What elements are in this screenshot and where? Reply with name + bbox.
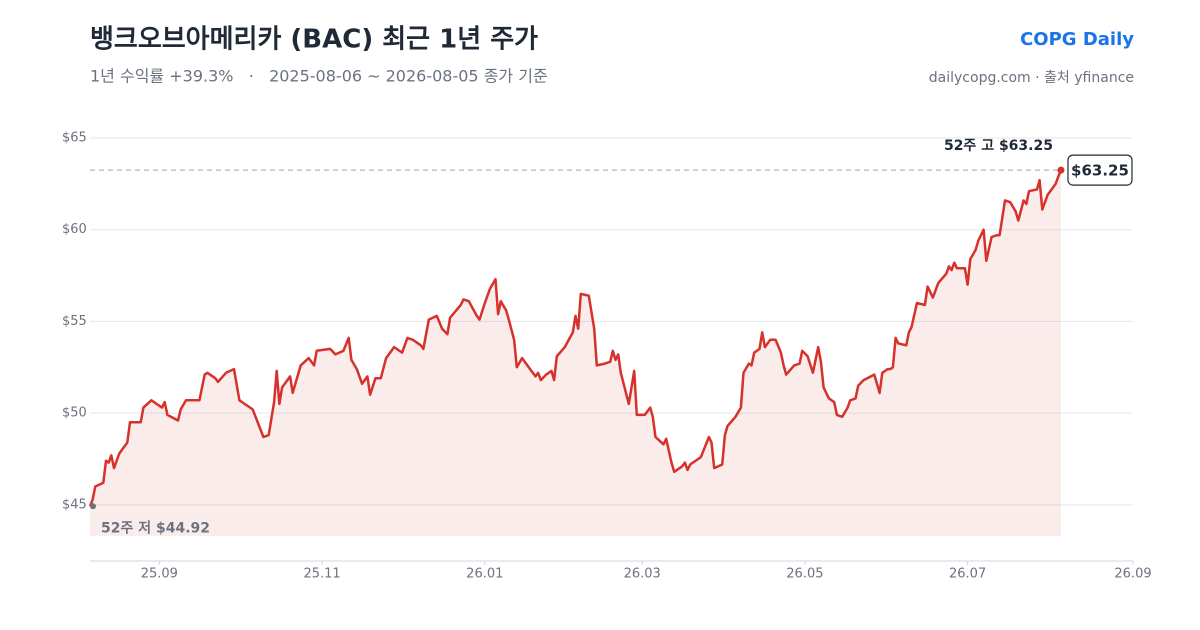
- low-point: [90, 503, 96, 510]
- y-tick-label: $65: [62, 131, 87, 146]
- price-line: [88, 169, 1063, 507]
- low-label: 52주 저 $44.92: [101, 520, 210, 536]
- x-tick-label: 26.01: [466, 567, 503, 582]
- x-tick-label: 26.07: [949, 567, 986, 582]
- chart-subtitle: 1년 수익률 +39.3% · 2025-08-06 ~ 2026-08-05 …: [90, 67, 548, 86]
- source: dailycopg.com · 출처 yfinance: [929, 70, 1134, 86]
- x-tick-label: 26.05: [786, 567, 823, 582]
- x-tick-label: 25.11: [303, 567, 340, 582]
- high-badge-box: [1067, 154, 1133, 186]
- high-label: 52주 고 $63.25: [944, 138, 1053, 154]
- x-tick-label: 26.03: [624, 567, 661, 582]
- y-tick-label: $55: [62, 314, 87, 329]
- area: [90, 170, 1061, 536]
- brand: COPG Daily: [1020, 29, 1134, 50]
- chart-title: 뱅크오브아메리카 (BAC) 최근 1년 주가: [90, 25, 538, 55]
- x-tick-label: 25.09: [141, 567, 178, 582]
- y-tick-label: $60: [62, 222, 87, 237]
- y-tick-label: $50: [62, 406, 87, 421]
- y-tick-label: $45: [62, 497, 87, 512]
- x-tick-label: 26.09: [1114, 567, 1151, 582]
- high-badge: $63.25: [1071, 162, 1129, 180]
- high-point: [1057, 166, 1065, 174]
